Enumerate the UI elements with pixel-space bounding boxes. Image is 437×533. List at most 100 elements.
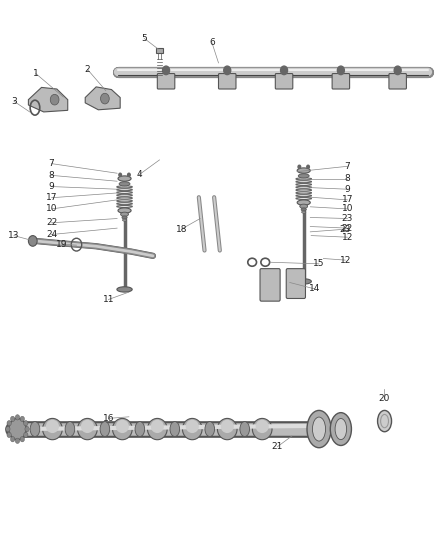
Text: 17: 17 <box>46 193 57 202</box>
Circle shape <box>224 66 231 75</box>
Ellipse shape <box>81 420 94 433</box>
Ellipse shape <box>302 211 306 213</box>
Text: 8: 8 <box>344 174 350 183</box>
Circle shape <box>20 437 24 442</box>
Ellipse shape <box>135 422 145 437</box>
Text: 16: 16 <box>103 414 114 423</box>
Text: 20: 20 <box>378 394 389 403</box>
Ellipse shape <box>30 422 40 437</box>
Circle shape <box>281 66 288 75</box>
Ellipse shape <box>118 208 131 213</box>
Circle shape <box>298 165 301 168</box>
Ellipse shape <box>170 422 180 437</box>
Ellipse shape <box>297 168 310 173</box>
FancyBboxPatch shape <box>157 74 175 89</box>
Polygon shape <box>85 87 120 110</box>
Text: 24: 24 <box>46 230 57 239</box>
Text: 7: 7 <box>49 159 55 168</box>
Ellipse shape <box>65 422 75 437</box>
Ellipse shape <box>147 418 167 440</box>
Polygon shape <box>28 87 68 112</box>
Circle shape <box>10 416 15 422</box>
Ellipse shape <box>118 176 131 181</box>
Text: 21: 21 <box>272 442 283 451</box>
Ellipse shape <box>330 413 351 446</box>
Ellipse shape <box>252 418 272 440</box>
Text: 14: 14 <box>309 285 320 293</box>
Text: 17: 17 <box>342 196 353 204</box>
Text: 6: 6 <box>209 38 215 47</box>
Circle shape <box>337 66 344 75</box>
Ellipse shape <box>240 422 250 437</box>
Ellipse shape <box>378 410 392 432</box>
Ellipse shape <box>186 420 199 433</box>
Text: 2: 2 <box>85 65 90 74</box>
Text: 8: 8 <box>49 171 55 180</box>
Text: 23: 23 <box>342 214 353 223</box>
Ellipse shape <box>78 418 97 440</box>
Circle shape <box>6 426 10 432</box>
Ellipse shape <box>122 219 127 221</box>
Text: 12: 12 <box>342 233 353 241</box>
Ellipse shape <box>205 422 215 437</box>
Ellipse shape <box>297 200 310 205</box>
FancyBboxPatch shape <box>332 74 350 89</box>
FancyBboxPatch shape <box>286 269 305 298</box>
Ellipse shape <box>116 420 129 433</box>
FancyBboxPatch shape <box>389 74 406 89</box>
Circle shape <box>20 416 24 422</box>
Circle shape <box>10 437 15 442</box>
Ellipse shape <box>298 174 309 178</box>
Ellipse shape <box>183 418 202 440</box>
Text: 7: 7 <box>344 162 350 171</box>
Circle shape <box>28 236 37 246</box>
Text: 10: 10 <box>46 205 57 213</box>
Circle shape <box>101 93 109 104</box>
Ellipse shape <box>221 420 234 433</box>
Text: 1: 1 <box>33 69 39 78</box>
Circle shape <box>7 432 11 438</box>
Ellipse shape <box>122 216 127 219</box>
Ellipse shape <box>296 279 311 284</box>
Text: 23: 23 <box>340 225 351 233</box>
Text: 3: 3 <box>11 97 17 106</box>
FancyBboxPatch shape <box>260 269 280 301</box>
Text: 13: 13 <box>8 231 20 240</box>
Text: 18: 18 <box>176 225 187 233</box>
Ellipse shape <box>121 212 128 216</box>
Circle shape <box>394 66 401 75</box>
Ellipse shape <box>117 287 132 292</box>
Circle shape <box>307 165 309 168</box>
Ellipse shape <box>43 418 62 440</box>
Ellipse shape <box>301 208 306 211</box>
Ellipse shape <box>218 418 237 440</box>
Ellipse shape <box>300 204 308 208</box>
Text: 22: 22 <box>46 219 57 227</box>
Circle shape <box>119 173 121 176</box>
Ellipse shape <box>9 418 26 440</box>
Text: 4: 4 <box>136 171 142 179</box>
Text: 22: 22 <box>342 224 353 232</box>
Circle shape <box>7 421 11 426</box>
FancyBboxPatch shape <box>275 74 293 89</box>
Circle shape <box>15 438 20 443</box>
Ellipse shape <box>312 417 326 441</box>
Text: 11: 11 <box>103 295 114 304</box>
Circle shape <box>50 94 59 105</box>
Bar <box>156 48 163 53</box>
Ellipse shape <box>335 418 347 440</box>
Text: 9: 9 <box>344 185 350 193</box>
Circle shape <box>128 173 130 176</box>
Circle shape <box>15 415 20 420</box>
Ellipse shape <box>46 420 59 433</box>
Ellipse shape <box>113 418 132 440</box>
Text: 9: 9 <box>49 182 55 191</box>
Circle shape <box>25 426 29 432</box>
Text: 10: 10 <box>342 205 353 213</box>
Circle shape <box>24 432 28 438</box>
Ellipse shape <box>307 410 331 448</box>
Text: 15: 15 <box>313 260 325 268</box>
Text: 19: 19 <box>56 240 68 248</box>
Text: 5: 5 <box>141 34 147 43</box>
Ellipse shape <box>256 420 269 433</box>
